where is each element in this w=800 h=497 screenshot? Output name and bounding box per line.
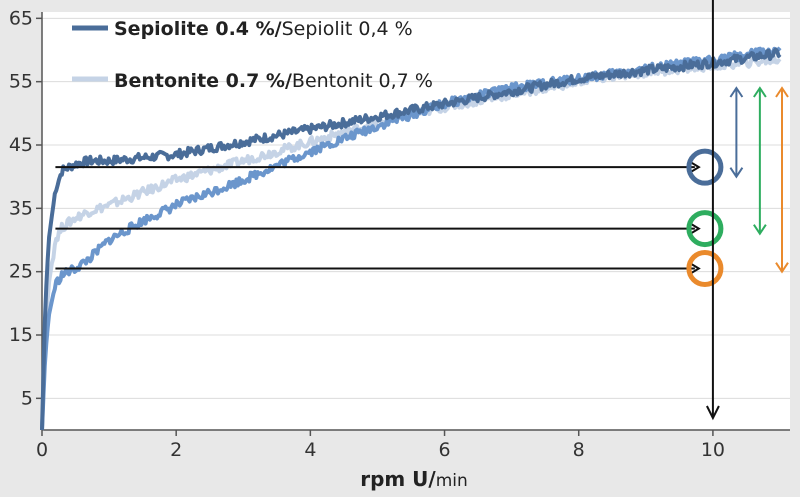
x-tick-label: 0	[36, 439, 48, 461]
series-line-0	[40, 47, 782, 431]
reference-arrowhead	[688, 221, 701, 236]
legend-text-bentonite: Bentonite 0.7 %/Bentonit 0,7 %	[114, 70, 433, 92]
legend-bold-sepiolite: Sepiolite 0.4 %/	[114, 18, 282, 40]
legend: Sepiolite 0.4 %/Sepiolit 0,4 % Bentonite…	[72, 18, 433, 92]
vertical-arrowhead	[706, 405, 720, 421]
x-axis-label: rpm U/min	[360, 467, 468, 491]
reference-arrowhead	[688, 160, 701, 175]
y-tick-label: 15	[9, 324, 33, 346]
reference-circle	[686, 210, 724, 248]
reference-lines	[55, 0, 724, 421]
legend-bold-bentonite: Bentonite 0.7 %/	[114, 70, 292, 92]
y-tick-label: 5	[21, 387, 33, 409]
x-tick-label: 8	[573, 439, 585, 461]
reference-circle	[686, 250, 724, 287]
grid-lines	[42, 17, 790, 399]
range-arrowhead-top	[753, 86, 767, 98]
y-tick-label: 55	[9, 71, 33, 93]
range-arrowhead-top	[775, 86, 789, 98]
x-axis-label-unit: min	[436, 471, 468, 491]
y-tick-label: 65	[9, 7, 33, 29]
x-tick-label: 6	[438, 439, 450, 461]
reference-circle	[686, 148, 724, 186]
data-series	[40, 46, 782, 431]
y-tick-label: 25	[9, 261, 33, 283]
range-arrows	[729, 86, 789, 274]
x-tick-label: 2	[170, 439, 182, 461]
legend-text-sepiolite: Sepiolite 0.4 %/Sepiolit 0,4 %	[114, 18, 413, 40]
y-tick-label: 35	[9, 197, 33, 219]
x-tick-label: 4	[304, 439, 316, 461]
legend-normal-bentonite: Bentonit 0,7 %	[292, 70, 433, 92]
range-arrowhead-bottom	[753, 224, 767, 236]
x-tick-label: 10	[701, 439, 725, 461]
axes: 5 15 25 35 45 55 65 0 2 4 6 8 10	[9, 7, 790, 461]
reference-arrowhead	[688, 261, 701, 276]
legend-normal-sepiolite: Sepiolit 0,4 %	[282, 18, 413, 40]
range-arrowhead-bottom	[775, 262, 789, 274]
range-arrowhead-bottom	[729, 167, 744, 179]
range-arrowhead-top	[729, 86, 744, 98]
x-axis-label-main: rpm U/	[360, 467, 436, 491]
y-tick-label: 45	[9, 134, 33, 156]
